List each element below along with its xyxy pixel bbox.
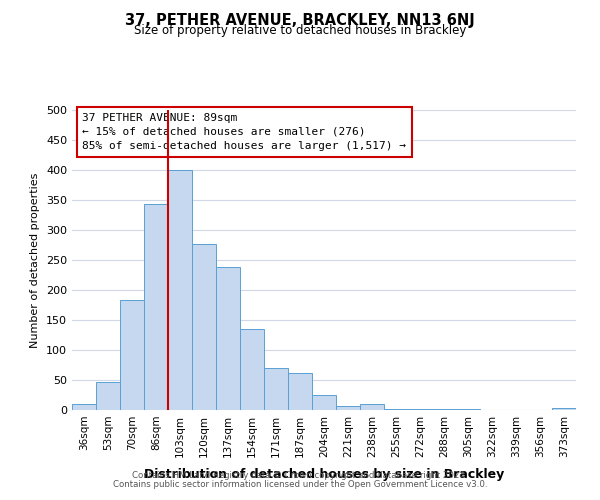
Text: Contains HM Land Registry data © Crown copyright and database right 2024.: Contains HM Land Registry data © Crown c… xyxy=(132,471,468,480)
Bar xyxy=(72,404,96,410)
Bar xyxy=(144,204,168,410)
Text: Contains public sector information licensed under the Open Government Licence v3: Contains public sector information licen… xyxy=(113,480,487,489)
Bar xyxy=(192,244,216,410)
Bar xyxy=(408,409,432,410)
X-axis label: Distribution of detached houses by size in Brackley: Distribution of detached houses by size … xyxy=(144,468,504,481)
Bar xyxy=(312,395,336,410)
Bar xyxy=(168,170,192,410)
Bar xyxy=(96,382,120,410)
Bar xyxy=(384,409,408,410)
Bar xyxy=(360,404,384,410)
Bar xyxy=(216,267,240,410)
Y-axis label: Number of detached properties: Number of detached properties xyxy=(31,172,40,348)
Text: Size of property relative to detached houses in Brackley: Size of property relative to detached ho… xyxy=(134,24,466,37)
Bar xyxy=(264,368,288,410)
Bar xyxy=(240,329,264,410)
Bar xyxy=(120,300,144,410)
Bar xyxy=(288,374,312,410)
Text: 37, PETHER AVENUE, BRACKLEY, NN13 6NJ: 37, PETHER AVENUE, BRACKLEY, NN13 6NJ xyxy=(125,12,475,28)
Text: 37 PETHER AVENUE: 89sqm
← 15% of detached houses are smaller (276)
85% of semi-d: 37 PETHER AVENUE: 89sqm ← 15% of detache… xyxy=(82,113,406,151)
Bar xyxy=(552,408,576,410)
Bar xyxy=(336,406,360,410)
